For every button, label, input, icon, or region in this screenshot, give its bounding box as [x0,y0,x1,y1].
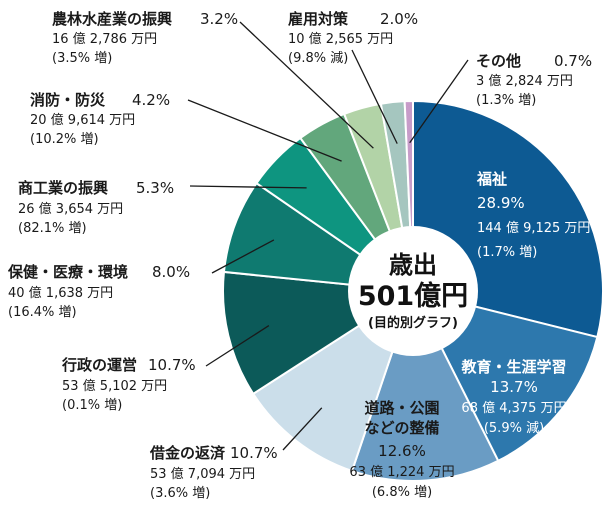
label-roads-parks: 道路・公園 などの整備 12.6% 63 億 1,224 万円 (6.8% 増) [349,399,454,500]
label-welfare: 福祉 28.9% 144 億 9,125 万円 (1.7% 増) [476,170,590,260]
svg-text:53 億 7,094 万円: 53 億 7,094 万円 [150,466,255,482]
label-education: 教育・生涯学習 13.7% 68 億 4,375 万円 (5.9% 減) [460,358,566,436]
svg-text:10.7%: 10.7% [230,444,278,462]
svg-text:8.0%: 8.0% [152,263,190,281]
leader-line [409,59,469,144]
svg-text:0.7%: 0.7% [554,52,592,70]
label-employment: 雇用対策 2.0% 10 億 2,565 万円 (9.8% 減) [288,10,418,66]
svg-text:教育・生涯学習: 教育・生涯学習 [460,358,566,376]
svg-text:商工業の振興: 商工業の振興 [18,179,108,197]
svg-text:53 億 5,102 万円: 53 億 5,102 万円 [62,378,167,394]
svg-text:道路・公園: 道路・公園 [364,399,439,417]
label-health-medical-environment: 保健・医療・環境 8.0% 40 億 1,638 万円 (16.4% 増) [7,263,190,320]
leader-line [211,239,275,274]
svg-text:3 億 2,824 万円: 3 億 2,824 万円 [476,73,573,89]
svg-text:(1.3% 増): (1.3% 増) [476,93,536,108]
leader-line [205,325,270,367]
svg-text:(3.5% 増): (3.5% 増) [52,51,112,66]
svg-text:63 億 1,224 万円: 63 億 1,224 万円 [349,464,454,480]
label-debt-repayment: 借金の返済 10.7% 53 億 7,094 万円 (3.6% 増) [149,444,278,501]
svg-text:(6.8% 増): (6.8% 増) [372,485,432,500]
svg-text:(1.7% 増): (1.7% 増) [477,245,537,260]
label-administration: 行政の運営 10.7% 53 億 5,102 万円 (0.1% 増) [61,356,196,413]
svg-text:農林水産業の振興: 農林水産業の振興 [52,10,172,28]
svg-text:福祉: 福祉 [476,170,507,188]
svg-text:などの整備: などの整備 [364,419,439,437]
svg-text:行政の運営: 行政の運営 [61,356,137,374]
svg-text:10 億 2,565 万円: 10 億 2,565 万円 [288,31,393,47]
svg-text:雇用対策: 雇用対策 [288,10,349,28]
label-agriculture: 農林水産業の振興 3.2% 16 億 2,786 万円 (3.5% 増) [52,10,238,66]
svg-text:(3.6% 増): (3.6% 増) [150,486,210,501]
svg-text:12.6%: 12.6% [378,442,426,460]
svg-text:28.9%: 28.9% [477,194,525,212]
leader-line [282,407,323,451]
svg-text:消防・防災: 消防・防災 [30,91,106,109]
leader-line [239,21,374,149]
leader-line [351,49,398,144]
svg-text:(10.2% 増): (10.2% 増) [30,132,99,147]
leader-line [187,99,342,162]
svg-text:40 億 1,638 万円: 40 億 1,638 万円 [8,285,113,301]
svg-text:20 億 9,614 万円: 20 億 9,614 万円 [30,112,135,128]
svg-text:26 億 3,654 万円: 26 億 3,654 万円 [18,201,123,217]
center-total: 501億円 [358,281,468,312]
svg-text:16 億 2,786 万円: 16 億 2,786 万円 [52,31,157,47]
svg-text:5.3%: 5.3% [136,179,174,197]
leader-line [189,185,307,189]
svg-text:保健・医療・環境: 保健・医療・環境 [7,263,128,281]
svg-text:借金の返済: 借金の返済 [149,444,226,462]
label-commerce-industry: 商工業の振興 5.3% 26 億 3,654 万円 (82.1% 増) [18,179,174,236]
center-subtitle: (目的別グラフ) [368,315,458,331]
slice-roads-parks [350,288,500,482]
svg-text:(0.1% 増): (0.1% 増) [62,398,122,413]
svg-text:(82.1% 増): (82.1% 増) [18,221,87,236]
leader-lines [187,21,469,451]
svg-text:144 億 9,125 万円: 144 億 9,125 万円 [477,220,590,236]
svg-text:68 億 4,375 万円: 68 億 4,375 万円 [461,400,566,416]
svg-text:(9.8% 減): (9.8% 減) [288,50,348,66]
svg-text:10.7%: 10.7% [148,356,196,374]
label-other: その他 0.7% 3 億 2,824 万円 (1.3% 増) [476,52,592,108]
svg-text:13.7%: 13.7% [490,378,538,396]
svg-text:3.2%: 3.2% [200,10,238,28]
svg-text:(5.9% 減): (5.9% 減) [484,420,544,436]
svg-text:その他: その他 [476,52,521,70]
svg-text:(16.4% 増): (16.4% 増) [8,305,77,320]
svg-text:4.2%: 4.2% [132,91,170,109]
svg-text:2.0%: 2.0% [380,10,418,28]
center-title: 歳出 [389,251,437,279]
label-fire-disaster: 消防・防災 4.2% 20 億 9,614 万円 (10.2% 増) [30,91,170,147]
center-circle [348,226,478,356]
